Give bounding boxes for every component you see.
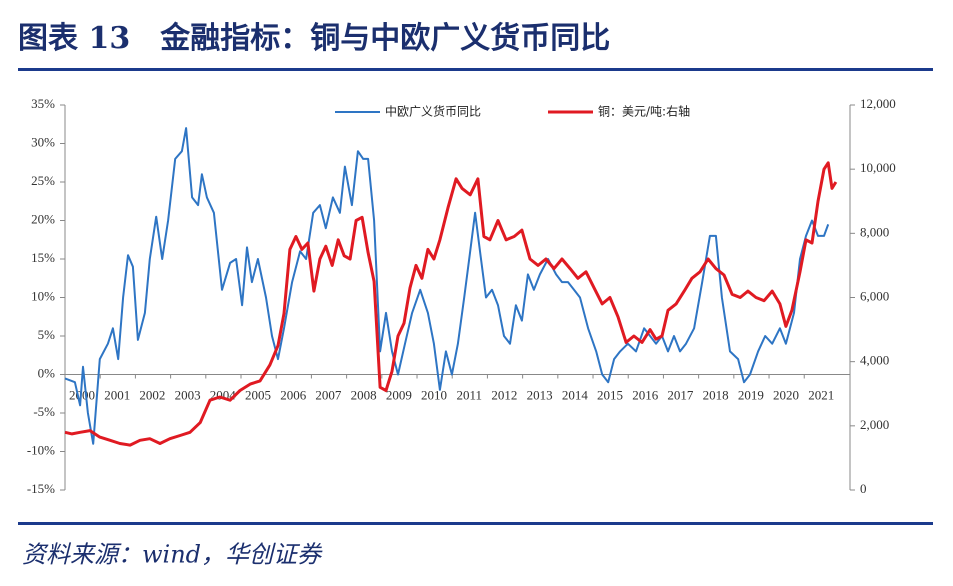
x-tick-label: 2000 [69, 387, 95, 402]
y2-tick-label: 2,000 [860, 417, 889, 432]
x-tick-label: 2011 [456, 387, 482, 402]
y-tick-label: 15% [31, 250, 55, 265]
series-line [64, 127, 830, 445]
legend-label: 中欧广义货币同比 [385, 104, 481, 119]
y2-tick-label: 6,000 [860, 288, 889, 303]
x-tick-label: 2005 [245, 387, 271, 402]
x-tick-label: 2006 [280, 387, 307, 402]
x-tick-label: 2018 [703, 387, 729, 402]
x-tick-label: 2009 [386, 387, 412, 402]
title-rule [18, 68, 933, 71]
y-tick-label: 5% [38, 327, 56, 342]
x-tick-label: 2019 [738, 387, 764, 402]
y-tick-label: 30% [31, 134, 55, 149]
x-tick-label: 2021 [808, 387, 834, 402]
y2-tick-label: 10,000 [860, 160, 896, 175]
x-tick-label: 2010 [421, 387, 447, 402]
x-tick-label: 2003 [175, 387, 201, 402]
x-tick-label: 2008 [351, 387, 377, 402]
y-tick-label: 20% [31, 211, 55, 226]
y-tick-label: -5% [33, 404, 55, 419]
x-tick-label: 2002 [139, 387, 165, 402]
y-tick-label: 0% [38, 365, 56, 380]
x-tick-label: 2012 [491, 387, 517, 402]
x-tick-label: 2017 [667, 387, 694, 402]
y-tick-label: 35% [31, 96, 55, 111]
y2-tick-label: 4,000 [860, 353, 889, 368]
y-tick-label: -15% [27, 481, 55, 496]
source-rule [18, 522, 933, 525]
y2-tick-label: 0 [860, 481, 867, 496]
x-tick-label: 2020 [773, 387, 799, 402]
y2-tick-label: 8,000 [860, 224, 889, 239]
x-tick-label: 2001 [104, 387, 130, 402]
y-tick-label: -10% [27, 442, 55, 457]
y2-tick-label: 12,000 [860, 96, 896, 111]
source-note: 资料来源：wind，华创证券 [22, 541, 323, 569]
y-tick-label: 10% [31, 288, 55, 303]
x-tick-label: 2014 [562, 387, 589, 402]
legend-label: 铜：美元/吨:右轴 [598, 104, 690, 119]
y-tick-label: 25% [31, 173, 55, 188]
x-tick-label: 2015 [597, 387, 623, 402]
x-tick-label: 2007 [315, 387, 342, 402]
series-line [64, 161, 838, 447]
x-tick-label: 2016 [632, 387, 659, 402]
chart-title: 图表 13 金融指标：铜与中欧广义货币同比 [18, 21, 610, 56]
x-tick-label: 2013 [527, 387, 553, 402]
